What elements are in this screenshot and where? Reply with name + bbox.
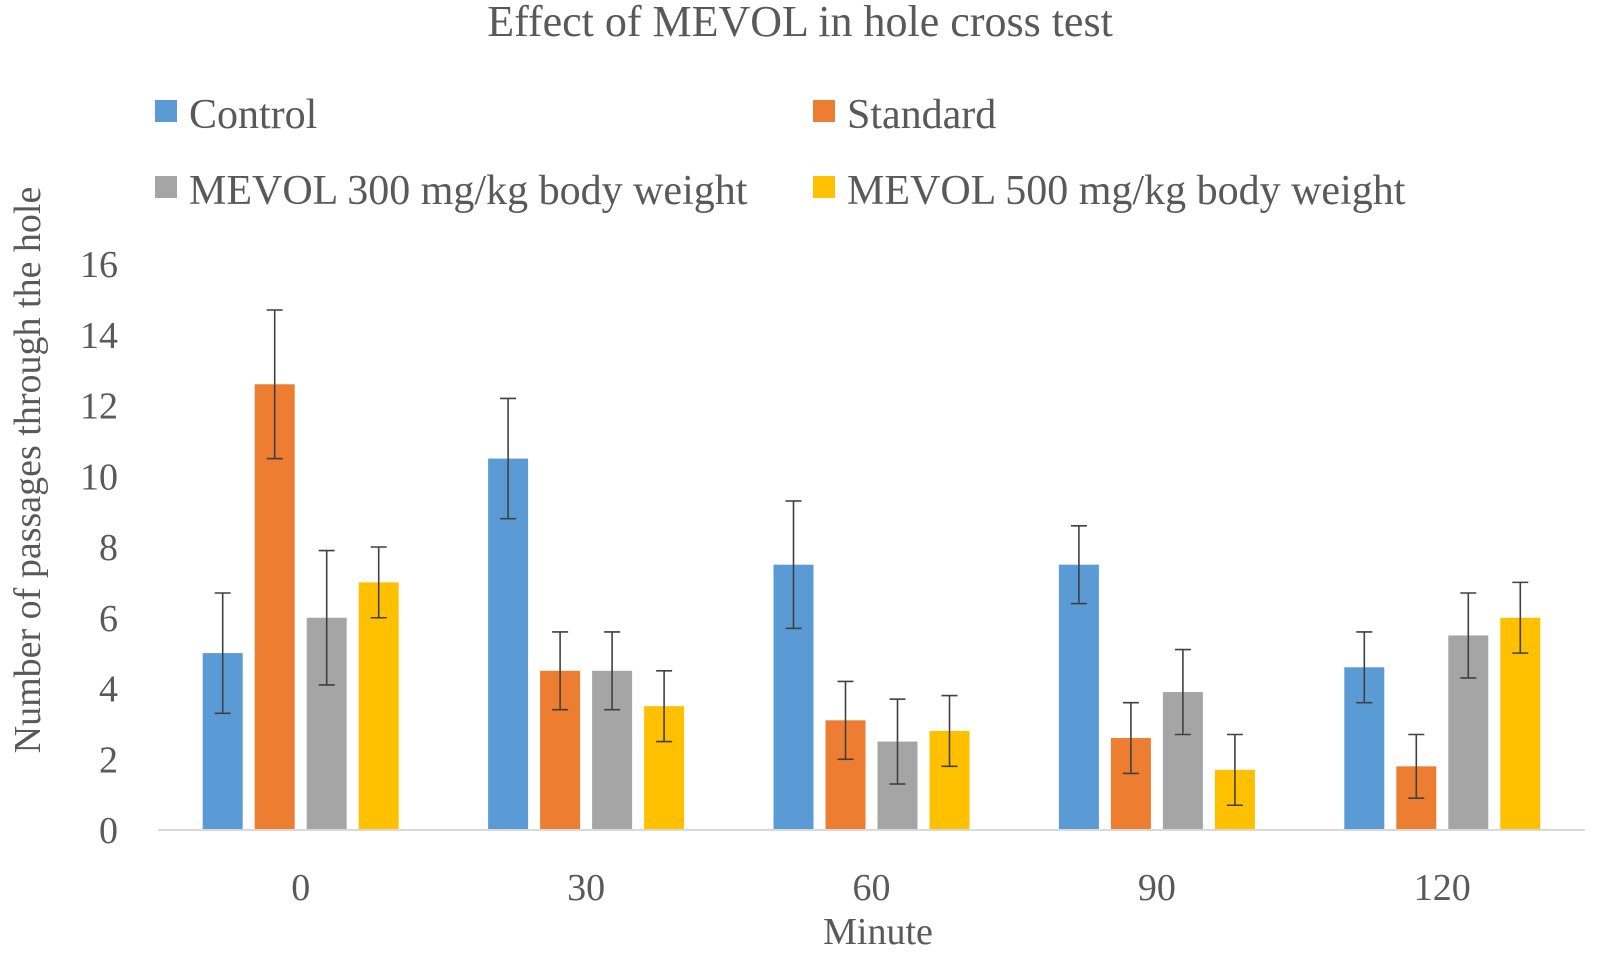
- error-bar: [1356, 631, 1373, 704]
- bar: [488, 458, 529, 830]
- error-bar: [318, 549, 335, 686]
- error-bar: [837, 680, 854, 761]
- y-tick-label: 12: [80, 386, 118, 428]
- error-bar: [889, 698, 906, 785]
- error-bar: [1174, 648, 1191, 736]
- x-axis-ticks: 0 30 60 90 120: [291, 867, 1471, 909]
- y-tick-label: 0: [99, 810, 118, 852]
- legend-label: Control: [189, 92, 317, 138]
- error-bar: [1122, 701, 1139, 775]
- legend-item: Control: [155, 92, 317, 138]
- y-tick-label: 14: [80, 315, 118, 357]
- bar: [1058, 564, 1099, 830]
- error-bar: [500, 397, 517, 520]
- error-bar: [1226, 733, 1243, 807]
- error-bar: [604, 631, 621, 711]
- y-axis-label: Number of passages through the hole: [7, 187, 49, 754]
- error-bar: [941, 694, 958, 768]
- legend-label: Standard: [847, 92, 996, 138]
- legend-label: MEVOL 500 mg/kg body weight: [847, 168, 1406, 214]
- legend-swatch: [813, 100, 835, 122]
- error-bar: [214, 592, 231, 715]
- y-tick-label: 16: [80, 244, 118, 286]
- y-tick-label: 6: [99, 598, 118, 640]
- y-tick-label: 8: [99, 527, 118, 569]
- error-bar: [552, 631, 569, 711]
- x-tick-label: 60: [853, 867, 891, 909]
- x-tick-label: 0: [291, 867, 310, 909]
- error-bars: [214, 309, 1529, 807]
- error-bar: [656, 670, 673, 743]
- error-bar: [266, 309, 283, 460]
- bars: [202, 384, 1541, 830]
- x-tick-label: 120: [1414, 867, 1471, 909]
- x-tick-label: 30: [567, 867, 605, 909]
- legend-swatch: [155, 100, 177, 122]
- legend-item: MEVOL 300 mg/kg body weight: [155, 168, 748, 214]
- error-bar: [1460, 592, 1477, 679]
- bar: [358, 582, 399, 830]
- legend: Control Standard MEVOL 300 mg/kg body weig…: [155, 92, 1406, 214]
- error-bar: [1512, 581, 1529, 654]
- error-bar: [370, 546, 387, 619]
- error-bar: [785, 500, 802, 630]
- legend-item: MEVOL 500 mg/kg body weight: [813, 168, 1406, 214]
- x-tick-label: 90: [1138, 867, 1176, 909]
- legend-item: Standard: [813, 92, 996, 138]
- y-tick-label: 4: [99, 669, 118, 711]
- error-bar: [1070, 524, 1087, 605]
- legend-swatch: [813, 176, 835, 198]
- error-bar: [1408, 733, 1425, 799]
- legend-label: MEVOL 300 mg/kg body weight: [189, 168, 748, 214]
- legend-swatch: [155, 176, 177, 198]
- y-tick-label: 2: [99, 739, 118, 781]
- y-axis-ticks: 0 2 4 6 8 10 12 14 16: [80, 244, 118, 852]
- x-axis-label: Minute: [823, 911, 933, 953]
- chart-title: Effect of MEVOL in hole cross test: [487, 0, 1113, 46]
- y-tick-label: 10: [80, 456, 118, 498]
